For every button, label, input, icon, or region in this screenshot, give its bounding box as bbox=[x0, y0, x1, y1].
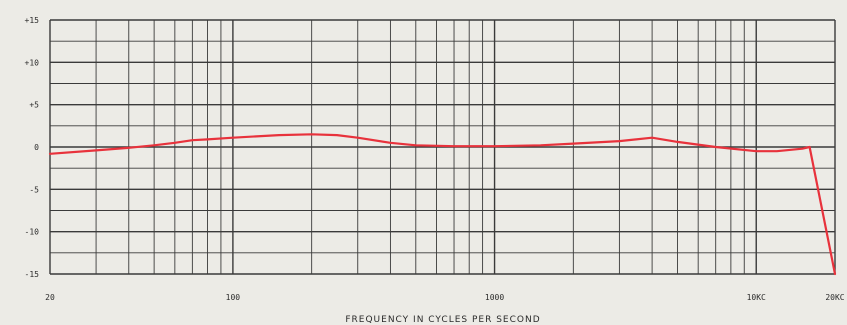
x-tick-label-2: 1000 bbox=[485, 293, 504, 302]
y-tick-label-0: +15 bbox=[25, 16, 40, 25]
y-tick-label-2: +5 bbox=[29, 101, 39, 110]
y-tick-label-3: 0 bbox=[34, 143, 39, 152]
y-axis-tick-labels: +15 +10 +5 0 -5 -10 -15 bbox=[25, 16, 40, 279]
x-axis-label: FREQUENCY IN CYCLES PER SECOND bbox=[345, 315, 540, 325]
series-line-0 bbox=[48, 133, 837, 276]
grid-lines bbox=[49, 19, 836, 275]
x-tick-label-4: 20KC bbox=[825, 293, 844, 302]
series-layer bbox=[48, 133, 837, 276]
x-axis-tick-labels: 20 100 1000 10KC 20KC bbox=[45, 293, 845, 302]
y-tick-label-4: -5 bbox=[29, 185, 39, 194]
x-tick-label-1: 100 bbox=[226, 293, 241, 302]
x-tick-label-3: 10KC bbox=[747, 293, 766, 302]
y-tick-label-1: +10 bbox=[25, 58, 40, 67]
x-tick-label-0: 20 bbox=[45, 293, 55, 302]
y-tick-label-5: -10 bbox=[25, 228, 40, 237]
y-tick-label-6: -15 bbox=[25, 270, 40, 279]
